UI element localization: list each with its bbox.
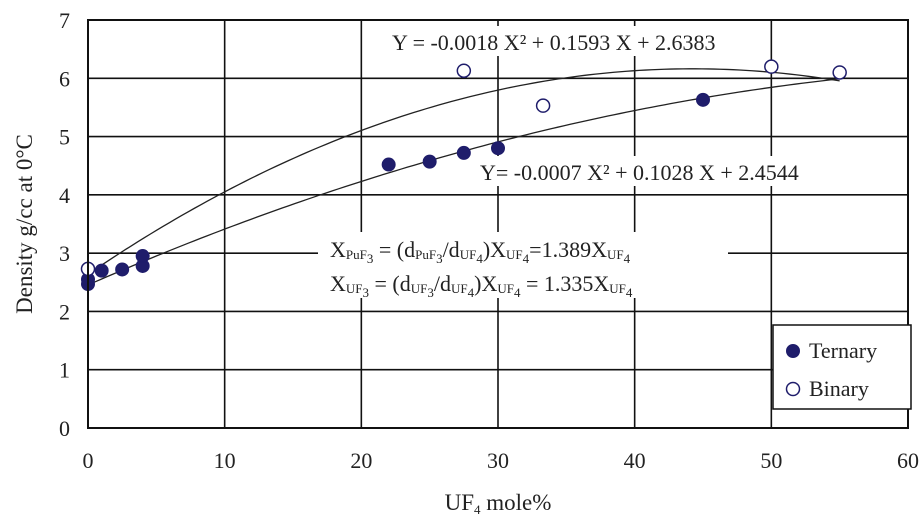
ternary-point xyxy=(422,154,437,169)
annotations: Y = -0.0018 X² + 0.1593 X + 2.6383 Y= -0.… xyxy=(318,26,850,300)
axis-titles: UF4 mole% Density g/cc at 0°C xyxy=(12,134,551,517)
ternary-point xyxy=(456,145,471,160)
fit-label-bg xyxy=(478,156,850,186)
x-tick-label: 40 xyxy=(624,448,646,473)
equation-bg xyxy=(318,232,728,298)
ternary-point xyxy=(381,157,396,172)
data-points xyxy=(80,59,847,292)
fit-curve-1 xyxy=(87,68,840,275)
legend-marker-binary xyxy=(785,381,801,397)
legend-label-ternary: Ternary xyxy=(809,338,877,363)
plot-frame xyxy=(87,19,909,429)
fit-equation-binary: Y = -0.0018 X² + 0.1593 X + 2.6383 xyxy=(392,30,716,55)
y-tick-label: 0 xyxy=(59,416,70,441)
y-tick-label: 3 xyxy=(59,241,70,266)
y-tick-label: 2 xyxy=(59,299,70,324)
x-axis-title: UF4 mole% xyxy=(445,490,552,517)
legend: Ternary Binary xyxy=(772,324,912,410)
binary-point xyxy=(764,59,779,74)
equation-puf3: XPuF3 = (dPuF3/dUF4)XUF4=1.389XUF4 xyxy=(330,237,631,266)
x-tick-label: 30 xyxy=(487,448,509,473)
tick-labels: 0 10 20 30 40 50 60 0 1 2 3 4 5 6 7 xyxy=(59,8,919,473)
x-tick-label: 20 xyxy=(350,448,372,473)
plot-frame-rect xyxy=(87,19,909,429)
binary-point xyxy=(832,65,847,80)
legend-marker-ternary xyxy=(786,344,800,358)
ternary-point xyxy=(135,249,150,264)
equation-uf3: XUF3 = (dUF3/dUF4)XUF4 = 1.335XUF4 xyxy=(330,271,633,300)
ternary-point xyxy=(115,262,130,277)
ternary-point xyxy=(696,92,710,107)
fit-label-bg xyxy=(388,26,768,56)
x-tick-label: 50 xyxy=(760,448,782,473)
x-tick-label: 60 xyxy=(897,448,919,473)
y-tick-label: 4 xyxy=(59,183,70,208)
ternary-point xyxy=(491,141,505,156)
legend-label-binary: Binary xyxy=(809,376,869,401)
y-axis-title: Density g/cc at 0°C xyxy=(12,134,37,314)
y-tick-label: 7 xyxy=(59,8,70,33)
y-tick-label: 1 xyxy=(59,358,70,383)
fit-equation-ternary: Y= -0.0007 X² + 0.1028 X + 2.4544 xyxy=(480,160,799,185)
ternary-point xyxy=(94,263,109,278)
binary-point xyxy=(456,63,472,78)
binary-point xyxy=(535,98,551,113)
x-tick-label: 10 xyxy=(214,448,236,473)
y-tick-label: 5 xyxy=(59,125,70,150)
x-tick-label: 0 xyxy=(83,448,94,473)
y-tick-label: 6 xyxy=(59,66,70,91)
